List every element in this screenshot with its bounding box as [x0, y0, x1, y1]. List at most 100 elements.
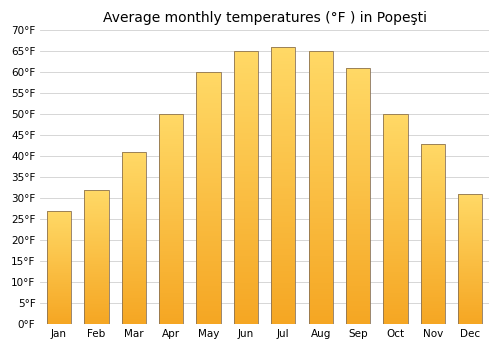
Bar: [308, 70, 333, 73]
Bar: [196, 274, 220, 276]
Bar: [47, 321, 71, 322]
Bar: [346, 286, 370, 288]
Bar: [196, 316, 220, 319]
Bar: [159, 234, 184, 236]
Bar: [84, 305, 108, 307]
Bar: [47, 322, 71, 323]
Bar: [159, 225, 184, 228]
Bar: [122, 161, 146, 162]
Bar: [159, 236, 184, 238]
Bar: [458, 290, 482, 292]
Bar: [122, 262, 146, 264]
Bar: [196, 231, 220, 233]
Bar: [420, 320, 445, 322]
Bar: [47, 236, 71, 237]
Bar: [384, 238, 407, 240]
Bar: [346, 163, 370, 166]
Bar: [458, 251, 482, 252]
Bar: [234, 90, 258, 92]
Bar: [47, 275, 71, 276]
Bar: [159, 232, 184, 234]
Bar: [420, 254, 445, 256]
Bar: [47, 229, 71, 230]
Bar: [234, 223, 258, 226]
Bar: [234, 294, 258, 297]
Bar: [47, 228, 71, 229]
Bar: [271, 291, 295, 294]
Bar: [346, 155, 370, 158]
Bar: [84, 308, 108, 309]
Bar: [196, 145, 220, 148]
Bar: [271, 86, 295, 89]
Bar: [346, 250, 370, 252]
Bar: [84, 247, 108, 249]
Bar: [84, 207, 108, 209]
Bar: [308, 163, 333, 166]
Bar: [234, 270, 258, 272]
Bar: [47, 265, 71, 266]
Bar: [196, 286, 220, 289]
Bar: [308, 106, 333, 108]
Bar: [234, 316, 258, 318]
Bar: [122, 234, 146, 236]
Bar: [159, 138, 184, 140]
Bar: [458, 246, 482, 247]
Bar: [196, 153, 220, 155]
Bar: [84, 225, 108, 226]
Bar: [159, 213, 184, 215]
Bar: [420, 149, 445, 151]
Bar: [196, 75, 220, 77]
Bar: [234, 92, 258, 95]
Bar: [458, 220, 482, 221]
Bar: [271, 47, 295, 50]
Bar: [122, 302, 146, 303]
Bar: [271, 236, 295, 238]
Bar: [420, 144, 445, 146]
Bar: [196, 213, 220, 216]
Bar: [196, 226, 220, 229]
Bar: [346, 140, 370, 142]
Bar: [308, 210, 333, 212]
Bar: [196, 218, 220, 221]
Bar: [159, 274, 184, 276]
Bar: [420, 266, 445, 268]
Bar: [458, 241, 482, 242]
Bar: [47, 261, 71, 262]
Bar: [122, 312, 146, 314]
Bar: [346, 145, 370, 147]
Bar: [458, 277, 482, 279]
Bar: [84, 301, 108, 302]
Bar: [47, 305, 71, 306]
Bar: [84, 194, 108, 195]
Bar: [122, 197, 146, 198]
Bar: [384, 150, 407, 152]
Bar: [458, 194, 482, 195]
Bar: [420, 265, 445, 266]
Bar: [47, 288, 71, 289]
Bar: [84, 316, 108, 317]
Bar: [122, 231, 146, 233]
Bar: [346, 183, 370, 186]
Bar: [308, 302, 333, 305]
Bar: [84, 307, 108, 308]
Bar: [308, 62, 333, 65]
Bar: [308, 73, 333, 76]
Bar: [384, 232, 407, 234]
Bar: [159, 152, 184, 154]
Bar: [346, 201, 370, 204]
Bar: [196, 296, 220, 299]
Bar: [196, 269, 220, 271]
Bar: [458, 315, 482, 316]
Bar: [159, 246, 184, 248]
Bar: [196, 201, 220, 203]
Bar: [122, 228, 146, 230]
Bar: [420, 243, 445, 245]
Bar: [384, 240, 407, 242]
Bar: [234, 57, 258, 60]
Bar: [47, 293, 71, 295]
Bar: [159, 140, 184, 142]
Bar: [346, 204, 370, 206]
Bar: [384, 144, 407, 146]
Bar: [420, 275, 445, 277]
Bar: [234, 180, 258, 182]
